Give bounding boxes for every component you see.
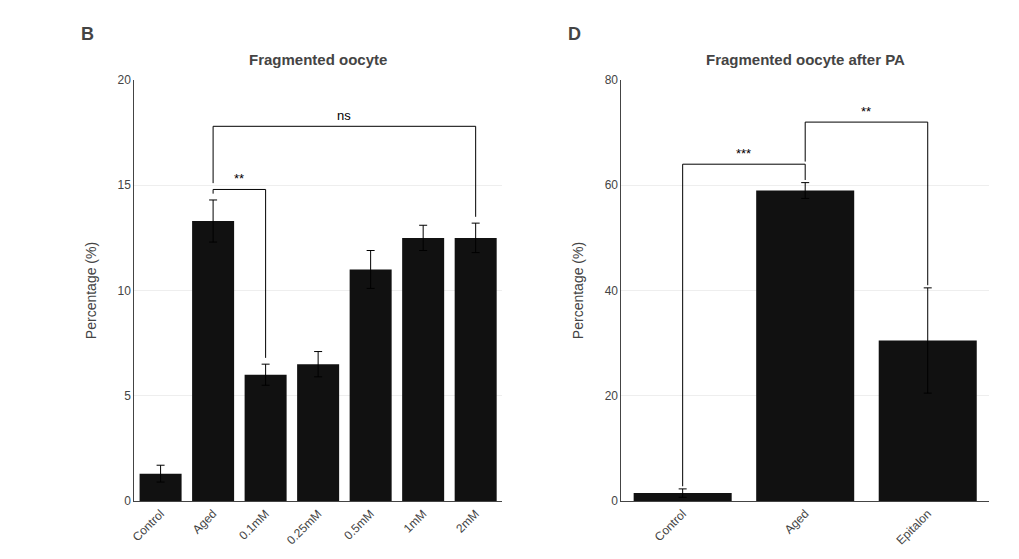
svg-text:20: 20 <box>118 73 132 87</box>
svg-text:1mM: 1mM <box>401 507 430 536</box>
svg-text:0.5mM: 0.5mM <box>341 507 377 543</box>
svg-text:0: 0 <box>124 494 131 508</box>
svg-text:**: ** <box>861 104 871 119</box>
svg-text:Percentage (%): Percentage (%) <box>83 242 99 339</box>
svg-text:Aged: Aged <box>782 507 812 537</box>
svg-text:Control: Control <box>130 507 167 544</box>
svg-text:ns: ns <box>337 108 351 123</box>
svg-text:0.1mM: 0.1mM <box>236 507 272 543</box>
svg-text:15: 15 <box>118 178 132 192</box>
svg-text:5: 5 <box>124 389 131 403</box>
svg-text:0.25mM: 0.25mM <box>284 507 325 548</box>
svg-text:Epitalon: Epitalon <box>894 507 935 548</box>
svg-text:Fragmented oocyte after PA: Fragmented oocyte after PA <box>706 51 905 68</box>
svg-text:2mM: 2mM <box>453 507 482 536</box>
svg-text:0: 0 <box>611 494 618 508</box>
svg-text:Aged: Aged <box>190 507 220 537</box>
svg-text:Control: Control <box>652 507 689 544</box>
svg-text:20: 20 <box>605 389 619 403</box>
svg-text:10: 10 <box>118 284 132 298</box>
svg-text:60: 60 <box>605 178 619 192</box>
svg-text:Fragmented oocyte: Fragmented oocyte <box>249 51 387 68</box>
svg-text:B: B <box>81 24 94 44</box>
svg-text:Percentage (%): Percentage (%) <box>570 242 586 339</box>
svg-text:***: *** <box>736 146 751 161</box>
svg-text:40: 40 <box>605 284 619 298</box>
svg-text:80: 80 <box>605 73 619 87</box>
svg-text:**: ** <box>234 171 244 186</box>
svg-text:D: D <box>568 24 581 44</box>
